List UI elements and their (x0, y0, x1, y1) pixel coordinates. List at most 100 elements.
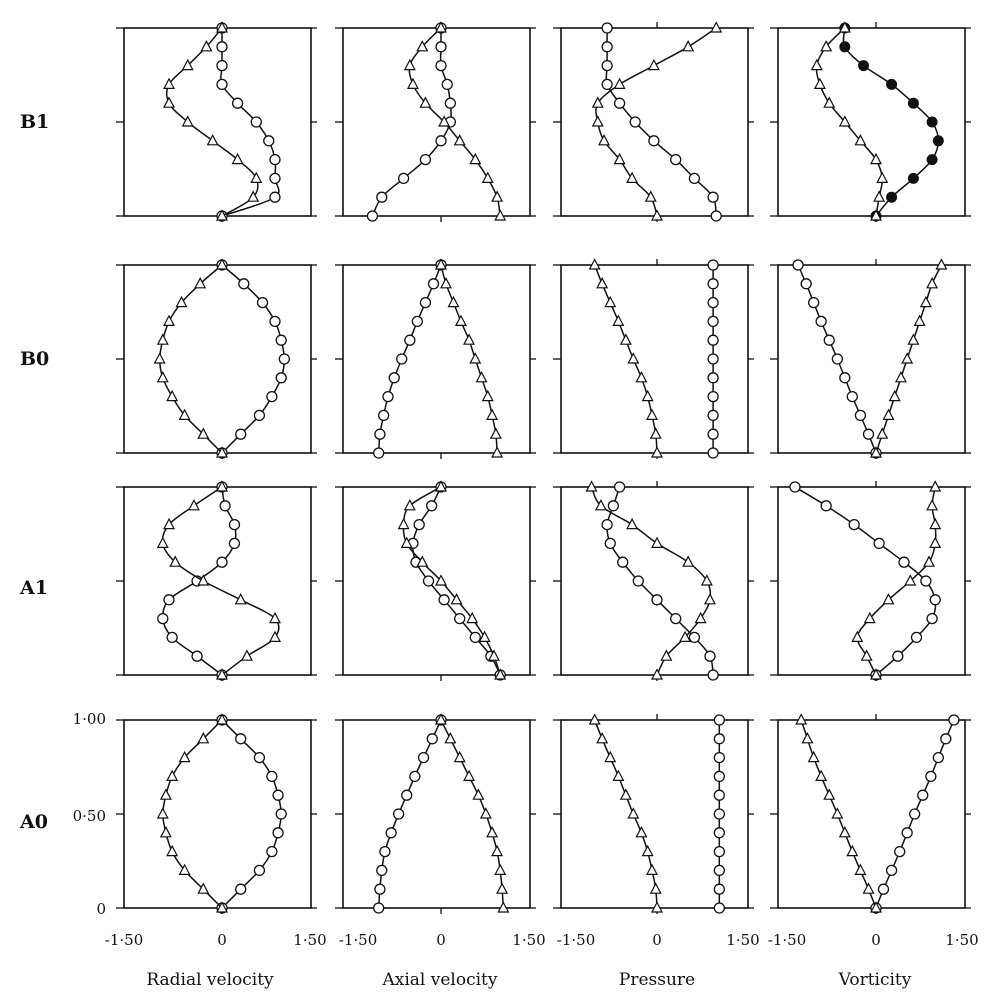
panel-a0-pressure (553, 713, 754, 914)
panel-b0-axial-velocity-series-1-point-9 (439, 277, 452, 289)
panel-b1-vorticity-series-1-point-7 (813, 77, 826, 90)
panel-a0-vorticity-series-0-point-7 (925, 770, 937, 783)
panel-a0-pressure-series-0-point-10 (713, 714, 725, 726)
panel-a0-radial-velocity-series-0-point-9 (235, 733, 247, 745)
panel-b1-pressure-series-0-point-6 (613, 97, 626, 109)
panel-b0-pressure-series-1-point-2 (646, 408, 659, 420)
row-label-b0: B0 (20, 348, 49, 370)
panel-b0-vorticity-series-1-point-5 (901, 352, 914, 364)
panel-b0-axial-velocity-series-1-point-1 (489, 427, 502, 439)
panel-a1-vorticity-series-1-point-5 (904, 574, 917, 586)
panel-b0-radial-velocity-series-0-point-9 (238, 278, 250, 290)
y-tick-label-0: 0 (96, 900, 106, 918)
panel-b0-vorticity-series-0-point-5 (831, 353, 844, 365)
panel-a1-pressure-series-1-point-3 (694, 611, 707, 624)
panel-a0-radial-velocity-series-1-point-0 (216, 901, 228, 913)
panel-b1-pressure-series-1-point-9 (682, 40, 695, 52)
panel-a0-radial-velocity-series-0-point-5 (275, 808, 287, 820)
panel-a0-pressure-series-1-point-8 (604, 750, 617, 763)
panel-a1-pressure-series-0-point-1 (704, 650, 716, 662)
panel-b1-radial-velocity-frame (123, 27, 312, 217)
panel-a0-vorticity-series-0-point-8 (932, 751, 944, 764)
panel-b1-radial-velocity-series-0-line (220, 28, 280, 217)
panel-b1-vorticity-series-1-point-1 (873, 190, 886, 202)
panel-b1-pressure-series-1-point-6 (591, 96, 604, 108)
panel-a0-radial-velocity-series-1-point-8 (178, 750, 191, 763)
panel-b1-axial-velocity-series-0-point-8 (435, 59, 447, 72)
x-tick-label-c3-min: -1·50 (768, 931, 806, 949)
panel-b0-pressure-series-1-point-10 (588, 258, 601, 270)
x-tick-label-c0-min: -1·50 (105, 931, 143, 949)
panel-b1-pressure-series-0-point-4 (648, 135, 660, 147)
panel-b0-pressure-series-0-point-1 (707, 428, 719, 440)
panel-b1-vorticity-series-0-point-4 (932, 135, 944, 147)
panel-b1-radial-velocity-series-0-point-9 (216, 41, 228, 53)
panel-a1-radial-velocity-series-0-point-1 (191, 650, 203, 662)
panel-b0-axial-velocity-series-1-line (440, 264, 498, 454)
panel-a0-vorticity-series-1-point-8 (807, 750, 820, 763)
panel-a1-radial-velocity-series-1-point-10 (216, 480, 228, 492)
x-tick-label-c0-zero: 0 (217, 931, 227, 949)
panel-b0-vorticity-series-1-point-3 (888, 389, 901, 402)
panel-b0-axial-velocity-series-0-line (377, 264, 442, 454)
panel-b0-axial-velocity-series-0-point-9 (427, 278, 440, 290)
panel-b1-axial-velocity-series-0-point-9 (435, 41, 447, 53)
panel-b1-axial-velocity-series-0-point-3 (419, 153, 432, 166)
panel-a0-axial-velocity-series-0-point-0 (373, 902, 385, 914)
panel-a1-vorticity-series-1-point-0 (870, 668, 882, 680)
panel-a1-pressure-series-1-point-4 (703, 593, 716, 605)
panel-b1-vorticity-series-0-point-3 (926, 154, 938, 166)
panel-b0-radial-velocity-series-1-point-7 (163, 314, 176, 326)
panel-a1-pressure-series-0-point-3 (670, 612, 682, 625)
panel-b0-pressure-series-1-point-6 (619, 333, 632, 345)
panel-a1-radial-velocity (116, 480, 317, 681)
panel-b1-pressure-series-0-point-3 (670, 153, 682, 166)
panel-b0-axial-velocity (335, 258, 536, 459)
panel-b0-pressure-series-0-point-2 (707, 409, 719, 422)
panel-b1-radial-velocity-series-1-point-6 (163, 96, 176, 108)
panel-b0-axial-velocity-series-0-point-1 (374, 428, 386, 440)
panel-b1-axial-velocity-series-1-point-1 (491, 190, 504, 202)
panel-a0-pressure-series-0-point-5 (713, 808, 725, 820)
panel-b1-radial-velocity-series-0-point-4 (263, 135, 275, 147)
panel-a1-vorticity-series-1-point-2 (851, 630, 864, 643)
panel-a0-radial-velocity-series-1-point-10 (216, 713, 228, 725)
panel-a1-vorticity-series-0-point-1 (892, 650, 904, 662)
panel-a0-radial-velocity-series-0-point-3 (266, 845, 278, 858)
panel-b0-axial-velocity-series-1-point-3 (481, 389, 494, 402)
panel-b0-radial-velocity-series-1-point-2 (178, 408, 191, 420)
panel-b1-axial-velocity-series-0-point-1 (376, 191, 388, 203)
panel-b0-vorticity-series-1-point-6 (907, 333, 920, 345)
panel-a1-axial-velocity-series-0-point-8 (413, 518, 425, 531)
panel-a1-pressure-series-1-point-0 (651, 668, 663, 680)
panel-a0-vorticity-series-1-point-9 (801, 732, 814, 744)
panel-a1-radial-velocity-series-0-point-9 (219, 500, 231, 512)
panel-a0-radial-velocity-series-1-point-3 (166, 844, 179, 857)
panel-b1-vorticity-series-1-point-5 (838, 115, 851, 127)
panel-a1-pressure (553, 480, 754, 681)
panel-a1-radial-velocity-series-1-point-2 (268, 630, 281, 643)
panel-a1-axial-velocity-series-1-point-6 (416, 555, 429, 567)
x-tick-label-c1-min: -1·50 (339, 931, 377, 949)
panel-a0-axial-velocity-series-0-point-2 (376, 864, 388, 877)
panel-a1-vorticity-series-1-point-4 (882, 593, 895, 605)
panel-b0-radial-velocity-series-1-point-6 (156, 333, 169, 345)
panel-b0-pressure-series-0-point-10 (707, 259, 719, 271)
panel-b0-pressure-series-1-line (594, 264, 658, 454)
panel-a1-pressure-series-0-point-7 (604, 537, 616, 550)
panel-a1-pressure-series-1-point-8 (626, 517, 639, 530)
panel-b1-vorticity-series-1-point-9 (820, 40, 833, 52)
panel-b0-vorticity (770, 258, 971, 459)
panel-a0-axial-velocity-series-0-point-7 (409, 770, 421, 783)
panel-b0-axial-velocity-series-0-point-0 (373, 447, 385, 459)
panel-a0-axial-velocity-series-1-point-9 (444, 732, 457, 744)
panel-a0-axial-velocity-series-1-point-5 (479, 807, 492, 819)
panel-a1-radial-velocity-series-1-point-7 (156, 536, 169, 549)
panel-b0-vorticity-series-1-point-2 (882, 408, 895, 420)
panel-b0-pressure-series-0-point-3 (707, 390, 719, 403)
panel-b1-axial-velocity-series-1-point-4 (453, 134, 466, 146)
panel-b1-vorticity-series-0-point-9 (839, 41, 851, 53)
panel-b0-axial-velocity-series-1-point-4 (475, 371, 488, 383)
panel-a0-pressure-series-1-point-5 (627, 807, 640, 819)
